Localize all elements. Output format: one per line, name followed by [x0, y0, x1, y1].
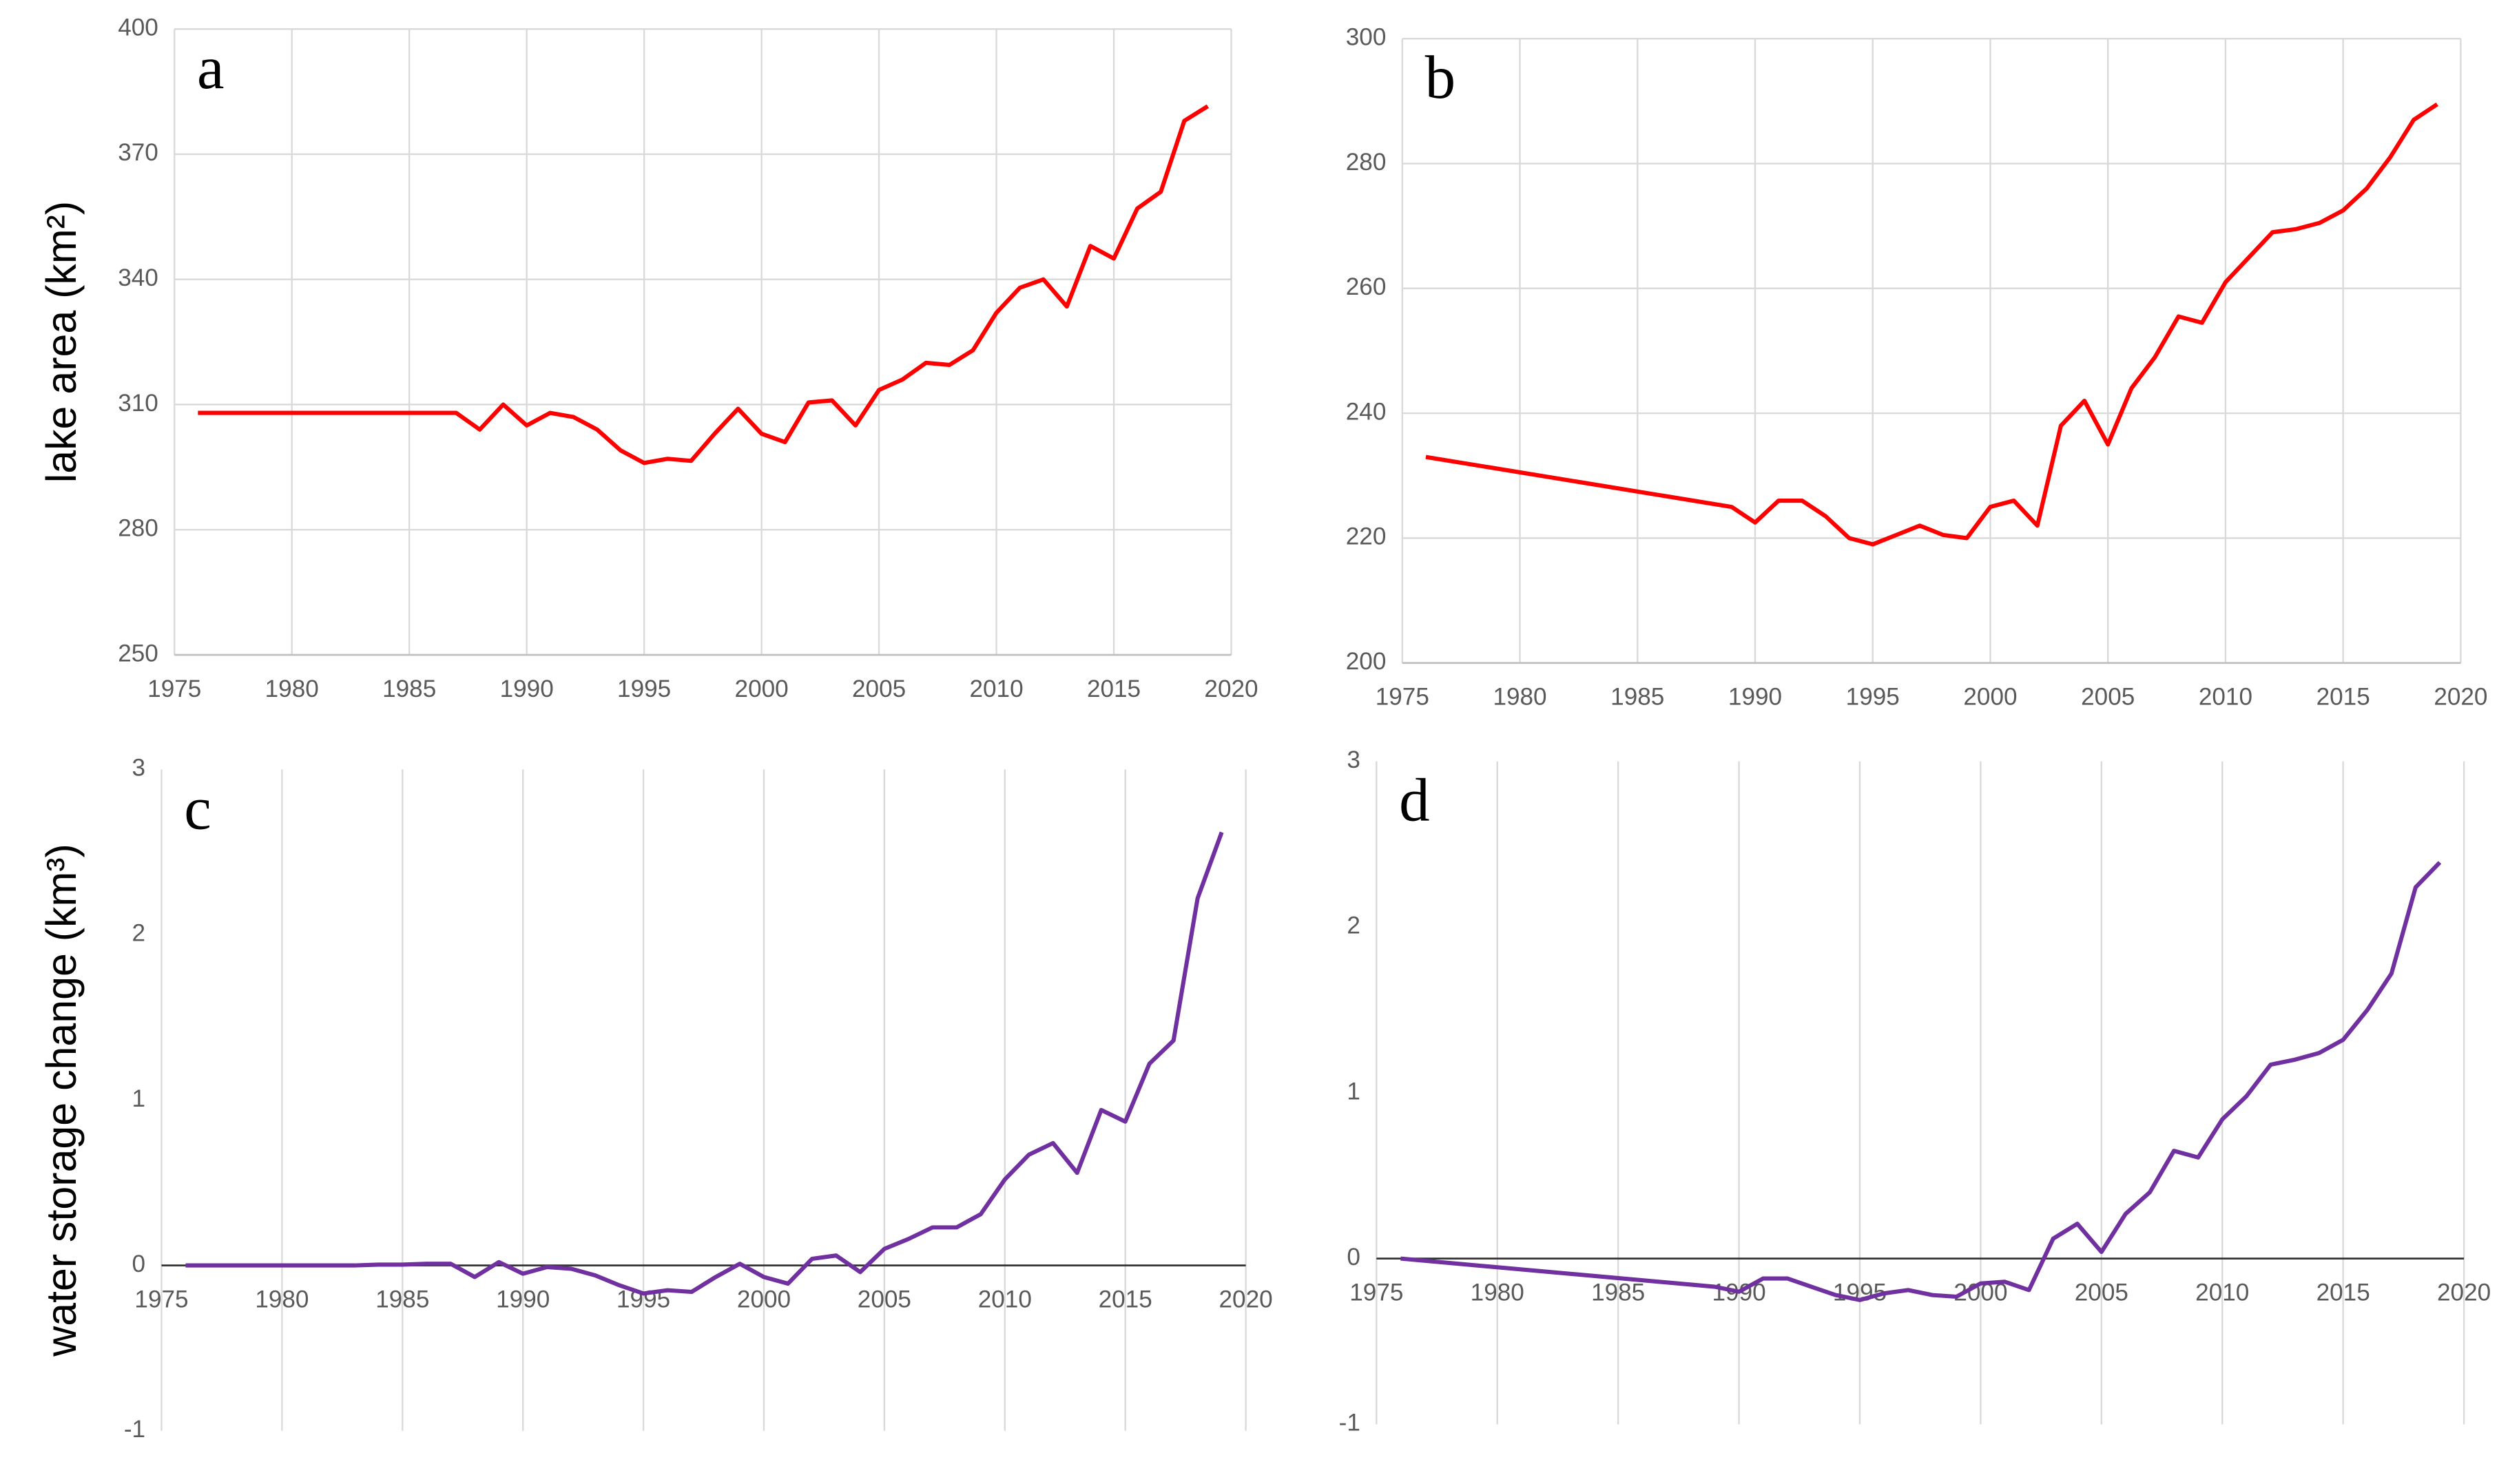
- y-axis-title: water storage change (km³): [38, 844, 85, 1357]
- x-tick-label: 1975: [147, 676, 201, 702]
- x-tick-label: 2015: [1087, 676, 1141, 702]
- x-tick-label: 1985: [1591, 1279, 1645, 1306]
- y-tick-label: 2: [132, 920, 146, 947]
- x-tick-label: 1975: [1349, 1279, 1403, 1306]
- x-tick-label: 2005: [858, 1286, 911, 1313]
- y-tick-label: 1: [1347, 1078, 1360, 1105]
- x-tick-label: 2010: [2199, 684, 2252, 711]
- x-tick-label: 2015: [1099, 1286, 1152, 1313]
- x-tick-label: 2015: [2316, 1279, 2370, 1306]
- y-tick-label: 0: [132, 1251, 146, 1277]
- panel-label: c: [184, 775, 211, 842]
- y-tick-label: -1: [1339, 1410, 1360, 1436]
- y-tick-label: 1: [132, 1085, 146, 1112]
- x-tick-label: 1975: [1376, 684, 1429, 711]
- x-tick-label: 1995: [1846, 684, 1900, 711]
- x-tick-label: 2020: [2434, 684, 2487, 711]
- data-line: [198, 104, 1210, 466]
- y-tick-label: 3: [1347, 746, 1360, 773]
- y-axis-title: lake area (km²): [38, 201, 85, 483]
- y-tick-label: 280: [1346, 149, 1387, 176]
- x-tick-label: 2005: [2081, 684, 2135, 711]
- panel-label: b: [1425, 44, 1456, 112]
- y-tick-label: 280: [118, 515, 158, 542]
- x-tick-label: 2000: [737, 1286, 791, 1313]
- y-tick-label: 300: [1346, 23, 1387, 50]
- x-tick-label: 1985: [1610, 684, 1664, 711]
- x-tick-label: 1980: [1471, 1279, 1524, 1306]
- y-tick-label: 200: [1346, 648, 1387, 675]
- y-tick-label: 240: [1346, 398, 1387, 425]
- y-tick-label: 3: [132, 755, 146, 782]
- x-tick-label: 1985: [375, 1286, 429, 1313]
- data-line: [1400, 861, 2442, 1302]
- x-tick-label: 1985: [382, 676, 436, 702]
- panel-label: a: [197, 34, 225, 102]
- x-tick-label: 1980: [265, 676, 319, 702]
- x-tick-label: 2020: [2437, 1279, 2491, 1306]
- y-tick-label: 340: [118, 264, 158, 291]
- y-tick-label: 220: [1346, 523, 1387, 550]
- x-tick-label: 2010: [978, 1286, 1032, 1313]
- y-tick-label: 370: [118, 139, 158, 166]
- panel-label: d: [1399, 767, 1430, 835]
- x-tick-label: 2005: [852, 676, 906, 702]
- x-tick-label: 2015: [2316, 684, 2370, 711]
- x-tick-label: 1975: [134, 1286, 188, 1313]
- x-tick-label: 1980: [1493, 684, 1546, 711]
- x-tick-label: 2010: [2195, 1279, 2249, 1306]
- x-tick-label: 1990: [1728, 684, 1782, 711]
- x-tick-label: 1990: [500, 676, 554, 702]
- data-line: [1425, 102, 2438, 547]
- y-tick-label: 260: [1346, 273, 1387, 300]
- x-tick-label: 2010: [969, 676, 1023, 702]
- y-tick-label: 310: [118, 390, 158, 417]
- x-tick-label: 2000: [735, 676, 789, 702]
- x-tick-label: 2000: [1963, 684, 2017, 711]
- x-tick-label: 2020: [1219, 1286, 1273, 1313]
- y-tick-label: 2: [1347, 912, 1360, 939]
- y-tick-label: 250: [118, 640, 158, 667]
- x-tick-label: 1995: [617, 676, 671, 702]
- x-tick-label: 1990: [496, 1286, 550, 1313]
- y-tick-label: 0: [1347, 1244, 1360, 1271]
- y-tick-label: -1: [124, 1416, 145, 1443]
- x-tick-label: 2020: [1204, 676, 1258, 702]
- y-tick-label: 400: [118, 14, 158, 41]
- x-tick-label: 2005: [2075, 1279, 2128, 1306]
- x-tick-label: 1980: [255, 1286, 309, 1313]
- data-line: [185, 831, 1224, 1296]
